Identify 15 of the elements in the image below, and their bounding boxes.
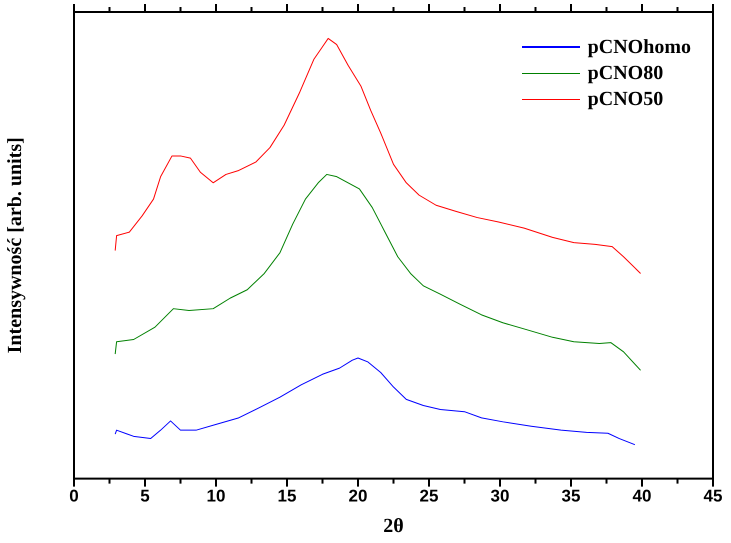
x-tick-label: 10	[206, 486, 226, 506]
x-axis-title: 2θ	[383, 515, 404, 538]
x-tick-label: 30	[490, 486, 510, 506]
x-tick-label: 15	[278, 486, 296, 506]
legend-label: pCNOhomo	[588, 35, 691, 60]
y-axis-title: Intensywność [arb. units]	[4, 137, 26, 354]
x-tick-label: 25	[420, 486, 438, 506]
x-tick-label: 20	[348, 486, 368, 506]
x-tick-label: 35	[562, 486, 580, 506]
legend-label: pCNO50	[588, 87, 664, 112]
legend-label: pCNO80	[588, 61, 664, 86]
x-tick-label: 45	[704, 486, 722, 506]
x-tick-label: 0	[69, 486, 79, 506]
x-tick-label: 40	[632, 486, 652, 506]
x-tick-label: 5	[140, 486, 150, 506]
